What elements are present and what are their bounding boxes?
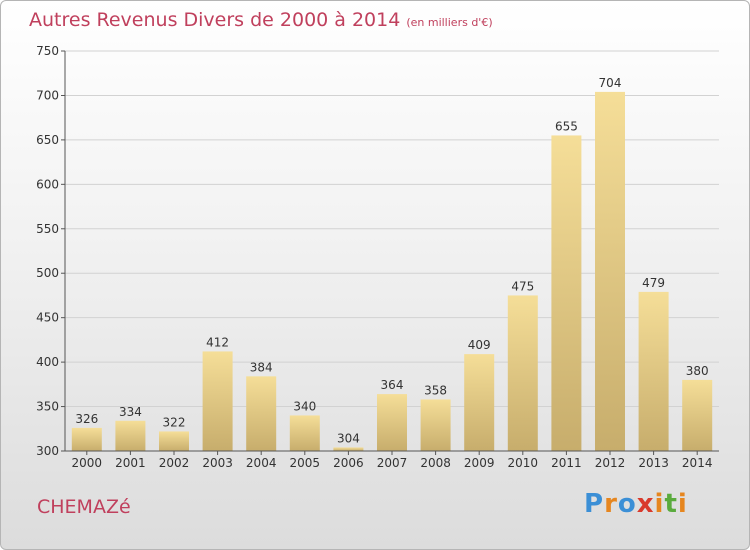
y-tick-label: 600 [36, 177, 59, 191]
y-tick-label: 350 [36, 400, 59, 414]
x-tick-label: 2000 [72, 456, 103, 470]
x-tick-label: 2009 [464, 456, 495, 470]
logo-letter: o [617, 489, 637, 519]
bar-value-label: 655 [555, 119, 578, 133]
x-tick-label: 2004 [246, 456, 277, 470]
logo-letter: r [604, 489, 618, 519]
bar [246, 376, 277, 451]
place-name: CHEMAZé [37, 496, 131, 518]
bar [289, 415, 320, 451]
logo-letter: P [584, 489, 605, 519]
bar [638, 291, 669, 451]
x-tick-label: 2006 [333, 456, 364, 470]
x-tick-label: 2010 [508, 456, 539, 470]
bar-value-label: 334 [119, 405, 142, 419]
bar [682, 379, 713, 451]
y-tick-label: 300 [36, 444, 59, 458]
bar-value-label: 364 [381, 378, 404, 392]
logo-letter: t [664, 489, 678, 519]
logo-letter: i [677, 489, 688, 519]
bar [159, 431, 189, 451]
bar [551, 135, 582, 451]
bar [507, 295, 538, 451]
bar [595, 91, 625, 451]
bar [420, 399, 451, 451]
x-tick-label: 2002 [159, 456, 190, 470]
chart-title: Autres Revenus Divers de 2000 à 2014 (en … [29, 9, 493, 31]
bar [377, 394, 407, 451]
bar [333, 447, 364, 451]
bar [464, 354, 495, 451]
bar [71, 427, 102, 451]
logo-letter: i [654, 489, 665, 519]
bar-value-label: 340 [293, 399, 316, 413]
logo-letter: x [636, 489, 655, 519]
bars [71, 91, 713, 451]
x-tick-label: 2013 [638, 456, 669, 470]
axes: 300 350 400 450 500 550 600 650 700 750 326 2000 334… [36, 44, 719, 470]
x-tick-label: 2003 [202, 456, 233, 470]
x-tick-label: 2011 [551, 456, 582, 470]
y-tick-label: 500 [36, 266, 59, 280]
bar [202, 351, 233, 451]
y-tick-label: 450 [36, 311, 59, 325]
y-tick-label: 750 [36, 44, 59, 58]
x-tick-label: 2007 [377, 456, 408, 470]
bar-value-label: 326 [75, 412, 98, 426]
bar-value-label: 479 [642, 276, 665, 290]
y-tick-label: 700 [36, 88, 59, 102]
bar-value-label: 384 [250, 360, 273, 374]
y-tick-label: 550 [36, 222, 59, 236]
y-tick-label: 400 [36, 355, 59, 369]
x-tick-label: 2012 [595, 456, 626, 470]
bar [115, 420, 146, 451]
unit-note: (en milliers d'€) [406, 16, 493, 29]
proxiti-logo[interactable]: Proxiti [584, 489, 688, 519]
bar-value-label: 475 [511, 279, 534, 293]
bar-value-label: 409 [468, 338, 491, 352]
bar-value-label: 412 [206, 335, 229, 349]
bar-value-label: 380 [686, 364, 709, 378]
x-tick-label: 2008 [420, 456, 451, 470]
bar-value-label: 322 [163, 415, 186, 429]
x-tick-label: 2001 [115, 456, 146, 470]
bar-value-label: 704 [599, 76, 622, 90]
bar-value-label: 304 [337, 431, 360, 445]
y-tick-label: 650 [36, 133, 59, 147]
x-tick-label: 2014 [682, 456, 713, 470]
title-text: Autres Revenus Divers de 2000 à 2014 [29, 9, 401, 31]
bar-value-label: 358 [424, 383, 447, 397]
x-tick-label: 2005 [290, 456, 321, 470]
